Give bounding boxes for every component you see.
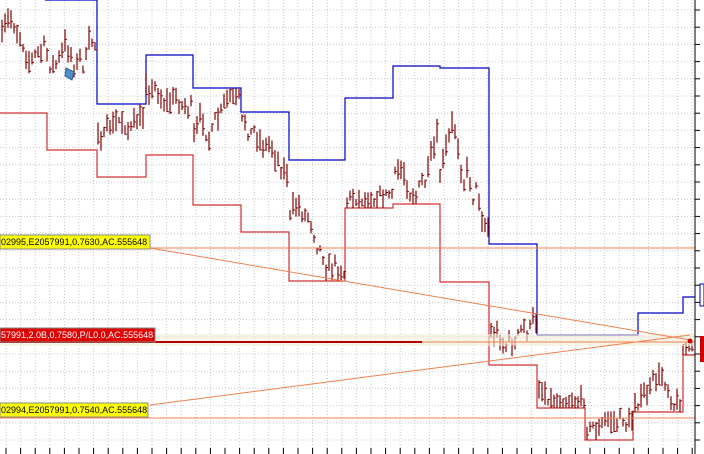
channel	[0, 0, 700, 441]
trend-line	[149, 334, 691, 406]
axis-strip	[695, 0, 704, 454]
order-tag	[0, 234, 151, 250]
order-label: 02994,E2057991,0.7540,AC.555648	[1, 405, 147, 415]
candles	[1, 8, 694, 440]
lower-channel	[0, 112, 700, 441]
trend-line	[149, 247, 691, 341]
order-tag	[0, 402, 149, 418]
position-label: 57991,2.0B,0.7580,P/L0.0,AC.555648	[1, 330, 153, 340]
arrow-icon	[64, 67, 75, 81]
axis-ticks	[5, 9, 700, 454]
order-label: 02995,E2057991,0.7630,AC.555648	[1, 237, 147, 247]
order-tag	[0, 327, 156, 343]
price-flag	[700, 336, 704, 362]
marker	[687, 338, 693, 344]
price-flag	[699, 283, 704, 307]
